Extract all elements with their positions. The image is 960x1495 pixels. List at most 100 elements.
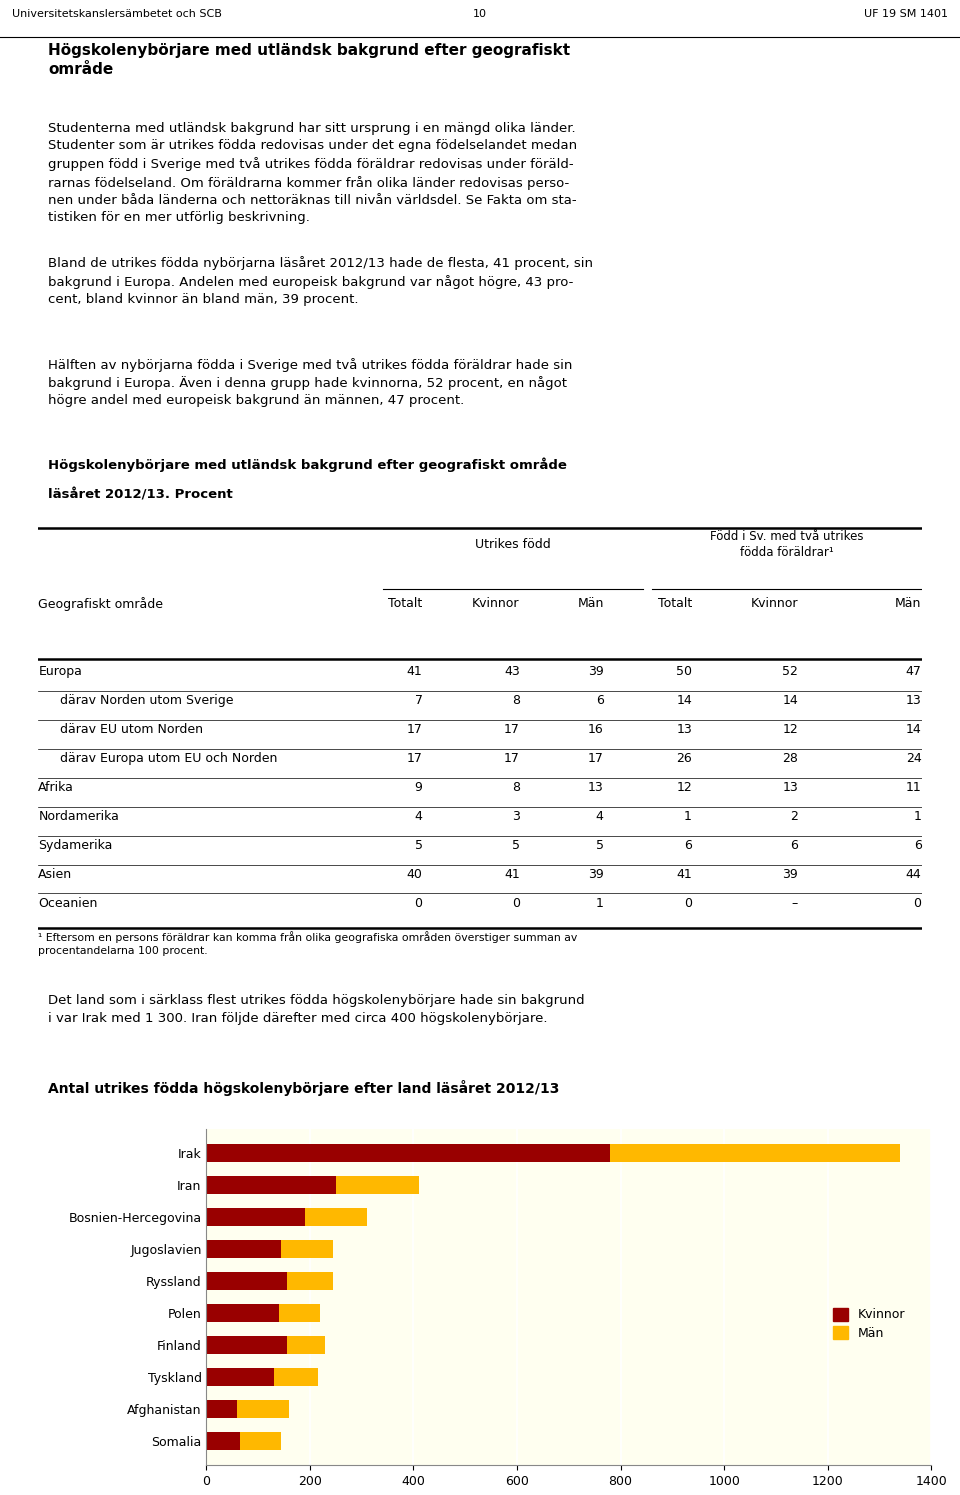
Legend: Kvinnor, Män: Kvinnor, Män bbox=[828, 1302, 910, 1346]
Text: Kvinnor: Kvinnor bbox=[751, 597, 798, 610]
Text: 4: 4 bbox=[596, 810, 604, 824]
Bar bbox=[206, 1144, 611, 1162]
Text: 40: 40 bbox=[407, 869, 422, 881]
Text: Oceanien: Oceanien bbox=[38, 897, 98, 910]
Text: 39: 39 bbox=[782, 869, 798, 881]
Text: 41: 41 bbox=[407, 665, 422, 679]
Text: Afrika: Afrika bbox=[38, 782, 74, 794]
Bar bbox=[206, 1272, 287, 1290]
Text: 50: 50 bbox=[676, 665, 692, 679]
Text: 4: 4 bbox=[415, 810, 422, 824]
Text: 0: 0 bbox=[415, 897, 422, 910]
Text: 28: 28 bbox=[782, 752, 798, 765]
Text: därav Norden utom Sverige: därav Norden utom Sverige bbox=[60, 694, 234, 707]
Text: 17: 17 bbox=[407, 752, 422, 765]
Text: Totalt: Totalt bbox=[389, 597, 422, 610]
Text: Geografiskt område: Geografiskt område bbox=[38, 597, 163, 611]
Bar bbox=[206, 1304, 278, 1322]
Text: Europa: Europa bbox=[38, 665, 83, 679]
Text: 14: 14 bbox=[782, 694, 798, 707]
Text: Bland de utrikes födda nybörjarna läsåret 2012/13 hade de flesta, 41 procent, si: Bland de utrikes födda nybörjarna läsåre… bbox=[48, 256, 593, 306]
Text: 11: 11 bbox=[906, 782, 922, 794]
Text: 0: 0 bbox=[914, 897, 922, 910]
Text: 14: 14 bbox=[676, 694, 692, 707]
Bar bbox=[304, 1208, 367, 1226]
Text: 13: 13 bbox=[676, 724, 692, 737]
Text: 9: 9 bbox=[415, 782, 422, 794]
Text: 6: 6 bbox=[684, 839, 692, 852]
Text: Män: Män bbox=[577, 597, 604, 610]
Bar bbox=[206, 1432, 240, 1450]
Text: därav EU utom Norden: därav EU utom Norden bbox=[60, 724, 204, 737]
Text: 52: 52 bbox=[782, 665, 798, 679]
Text: 5: 5 bbox=[512, 839, 519, 852]
Bar bbox=[206, 1401, 237, 1417]
Text: 17: 17 bbox=[407, 724, 422, 737]
Text: 12: 12 bbox=[676, 782, 692, 794]
Text: Asien: Asien bbox=[38, 869, 73, 881]
Text: 44: 44 bbox=[906, 869, 922, 881]
Bar bbox=[206, 1239, 281, 1257]
Text: 17: 17 bbox=[588, 752, 604, 765]
Text: 0: 0 bbox=[684, 897, 692, 910]
Text: –: – bbox=[792, 897, 798, 910]
Text: Hälften av nybörjarna födda i Sverige med två utrikes födda föräldrar hade sin
b: Hälften av nybörjarna födda i Sverige me… bbox=[48, 357, 572, 408]
Bar bbox=[611, 1144, 900, 1162]
Bar bbox=[274, 1368, 318, 1386]
Text: 17: 17 bbox=[504, 752, 519, 765]
Text: Kvinnor: Kvinnor bbox=[472, 597, 519, 610]
Text: 6: 6 bbox=[596, 694, 604, 707]
Text: Utrikes född: Utrikes född bbox=[475, 538, 551, 552]
Text: 13: 13 bbox=[782, 782, 798, 794]
Text: Född i Sv. med två utrikes
födda föräldrar¹: Född i Sv. med två utrikes födda föräldr… bbox=[710, 531, 864, 559]
Bar bbox=[240, 1432, 281, 1450]
Text: 8: 8 bbox=[512, 782, 519, 794]
Text: 13: 13 bbox=[588, 782, 604, 794]
Text: 6: 6 bbox=[914, 839, 922, 852]
Text: 1: 1 bbox=[914, 810, 922, 824]
Text: Sydamerika: Sydamerika bbox=[38, 839, 112, 852]
Text: 24: 24 bbox=[906, 752, 922, 765]
Text: 8: 8 bbox=[512, 694, 519, 707]
Text: 5: 5 bbox=[415, 839, 422, 852]
Text: 0: 0 bbox=[512, 897, 519, 910]
Text: ¹ Eftersom en persons föräldrar kan komma från olika geografiska områden översti: ¹ Eftersom en persons föräldrar kan komm… bbox=[38, 931, 578, 957]
Text: 43: 43 bbox=[504, 665, 519, 679]
Text: 7: 7 bbox=[415, 694, 422, 707]
Text: Män: Män bbox=[896, 597, 922, 610]
Text: 1: 1 bbox=[596, 897, 604, 910]
Text: 5: 5 bbox=[595, 839, 604, 852]
Text: 39: 39 bbox=[588, 665, 604, 679]
Text: 16: 16 bbox=[588, 724, 604, 737]
Text: 6: 6 bbox=[790, 839, 798, 852]
Text: läsåret 2012/13. Procent: läsåret 2012/13. Procent bbox=[48, 489, 232, 502]
Bar bbox=[206, 1368, 274, 1386]
Bar bbox=[287, 1272, 333, 1290]
Text: 17: 17 bbox=[504, 724, 519, 737]
Text: 41: 41 bbox=[504, 869, 519, 881]
Bar bbox=[336, 1177, 419, 1193]
Text: 3: 3 bbox=[512, 810, 519, 824]
Bar bbox=[206, 1208, 304, 1226]
Bar bbox=[237, 1401, 289, 1417]
Bar bbox=[206, 1177, 336, 1193]
Text: Antal utrikes födda högskolenybörjare efter land läsåret 2012/13: Antal utrikes födda högskolenybörjare ef… bbox=[48, 1081, 560, 1096]
Text: 1: 1 bbox=[684, 810, 692, 824]
Text: 12: 12 bbox=[782, 724, 798, 737]
Text: Det land som i särklass flest utrikes födda högskolenybörjare hade sin bakgrund
: Det land som i särklass flest utrikes fö… bbox=[48, 994, 585, 1024]
Bar bbox=[281, 1239, 333, 1257]
Text: Studenterna med utländsk bakgrund har sitt ursprung i en mängd olika länder.
Stu: Studenterna med utländsk bakgrund har si… bbox=[48, 123, 577, 224]
Text: 41: 41 bbox=[676, 869, 692, 881]
Text: 47: 47 bbox=[905, 665, 922, 679]
Text: Nordamerika: Nordamerika bbox=[38, 810, 119, 824]
Text: UF 19 SM 1401: UF 19 SM 1401 bbox=[864, 9, 948, 18]
Text: 26: 26 bbox=[676, 752, 692, 765]
Text: 39: 39 bbox=[588, 869, 604, 881]
Text: Högskolenybörjare med utländsk bakgrund efter geografiskt område: Högskolenybörjare med utländsk bakgrund … bbox=[48, 457, 566, 472]
Bar bbox=[287, 1337, 325, 1354]
Text: Totalt: Totalt bbox=[658, 597, 692, 610]
Bar bbox=[278, 1304, 321, 1322]
Text: Universitetskanslersämbetet och SCB: Universitetskanslersämbetet och SCB bbox=[12, 9, 222, 18]
Text: 10: 10 bbox=[473, 9, 487, 18]
Text: Högskolenybörjare med utländsk bakgrund efter geografiskt
område: Högskolenybörjare med utländsk bakgrund … bbox=[48, 43, 570, 78]
